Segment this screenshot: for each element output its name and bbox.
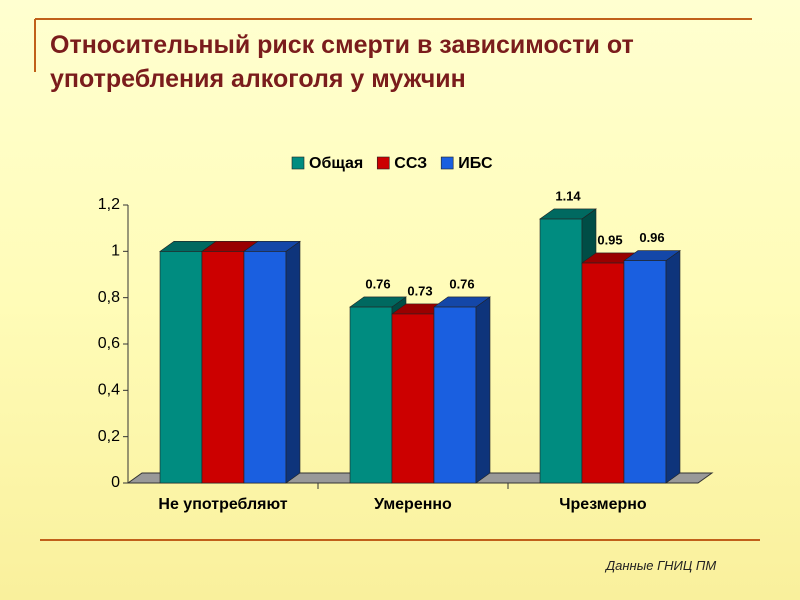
bar-face (159, 251, 203, 484)
y-tick-label: 0,4 (98, 382, 120, 399)
source-note: Данные ГНИЦ ПМ (606, 558, 717, 573)
data-label: 0.73 (407, 283, 432, 298)
chart-title: Относительный риск смерти в зависимости … (50, 31, 634, 93)
y-tick-label: 0 (111, 474, 120, 491)
bar-face (349, 296, 407, 308)
bar-face (433, 296, 491, 308)
bar-face (665, 250, 681, 484)
bar-face (475, 296, 491, 484)
data-label: 0.95 (597, 232, 622, 247)
legend-swatch (291, 156, 305, 170)
bar (623, 250, 681, 484)
y-tick-label: 0,2 (98, 428, 120, 445)
bar-face (201, 251, 245, 484)
bar-face (391, 313, 435, 484)
bar-face (623, 250, 681, 261)
data-label: 0.76 (365, 276, 390, 291)
data-label: 0.96 (639, 230, 664, 245)
legend-label: ССЗ (394, 155, 427, 172)
bar-face (243, 241, 301, 252)
bar-face (539, 218, 583, 484)
legend-label: Общая (309, 155, 363, 172)
bar-face (623, 260, 667, 484)
bar-face (433, 306, 477, 484)
bar-face (349, 306, 393, 484)
legend-swatch (440, 156, 454, 170)
x-tick-label: Умеренно (374, 496, 452, 513)
x-tick-label: Не употребляют (158, 496, 287, 513)
y-tick-label: 0,6 (98, 335, 120, 352)
bar-face (539, 208, 597, 220)
y-tick-label: 1,2 (98, 196, 120, 213)
data-label: 0.76 (449, 276, 474, 291)
y-tick-label: 0,8 (98, 289, 120, 306)
legend-label: ИБС (458, 155, 493, 172)
data-label: 1.14 (555, 188, 581, 203)
x-tick-label: Чрезмерно (559, 496, 647, 513)
bar-face (243, 251, 287, 484)
bar (433, 296, 491, 484)
legend-swatch (376, 156, 390, 170)
bar-face (581, 262, 625, 484)
bar (243, 240, 301, 484)
y-tick-label: 1 (111, 243, 120, 260)
bar-face (285, 240, 301, 484)
